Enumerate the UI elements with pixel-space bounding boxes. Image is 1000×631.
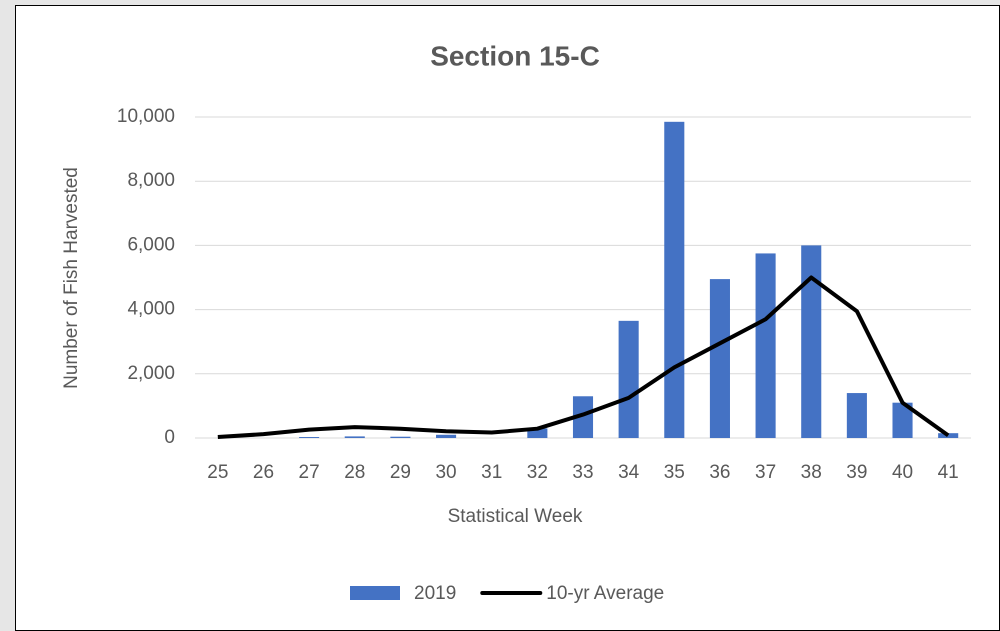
x-tick-label: 39 [846, 462, 867, 483]
chart-frame [15, 5, 1000, 631]
bar [892, 402, 913, 438]
bar [618, 320, 639, 438]
y-tick-label: 2,000 [127, 363, 175, 384]
x-tick-label: 32 [527, 462, 548, 483]
legend-label: 10-yr Average [546, 583, 664, 604]
bar [938, 433, 959, 438]
x-tick-label: 38 [801, 462, 822, 483]
y-tick-label: 10,000 [117, 106, 175, 127]
x-tick-label: 28 [344, 462, 365, 483]
bar [527, 428, 548, 438]
bar [390, 436, 411, 438]
x-tick-label: 33 [572, 462, 593, 483]
bar [572, 396, 594, 438]
bar [846, 393, 867, 438]
x-tick-label: 27 [299, 462, 320, 483]
legend-swatch [350, 586, 400, 600]
bar [801, 245, 822, 438]
chart-title: Section 15-C [430, 40, 600, 71]
bar [664, 121, 685, 438]
bar [755, 253, 776, 438]
y-tick-label: 0 [164, 427, 175, 448]
legend-label: 2019 [414, 583, 456, 604]
y-tick-label: 8,000 [127, 170, 175, 191]
y-axis-label: Number of Fish Harvested [61, 167, 82, 389]
x-axis-label: Statistical Week [448, 506, 583, 527]
x-tick-label: 37 [755, 462, 776, 483]
x-tick-label: 30 [435, 462, 456, 483]
x-tick-label: 40 [892, 462, 913, 483]
x-tick-label: 36 [709, 462, 730, 483]
bar [299, 437, 320, 438]
x-tick-label: 25 [207, 462, 228, 483]
bar [436, 434, 457, 438]
y-tick-label: 6,000 [127, 234, 175, 255]
x-tick-label: 29 [390, 462, 411, 483]
x-tick-label: 34 [618, 462, 640, 483]
line [217, 275, 950, 440]
x-tick-label: 26 [253, 462, 274, 483]
x-tick-label: 35 [664, 462, 685, 483]
bar [344, 436, 365, 438]
x-tick-label: 31 [481, 462, 502, 483]
x-tick-label: 41 [938, 462, 959, 483]
bar [709, 279, 730, 438]
y-tick-label: 4,000 [127, 299, 175, 320]
